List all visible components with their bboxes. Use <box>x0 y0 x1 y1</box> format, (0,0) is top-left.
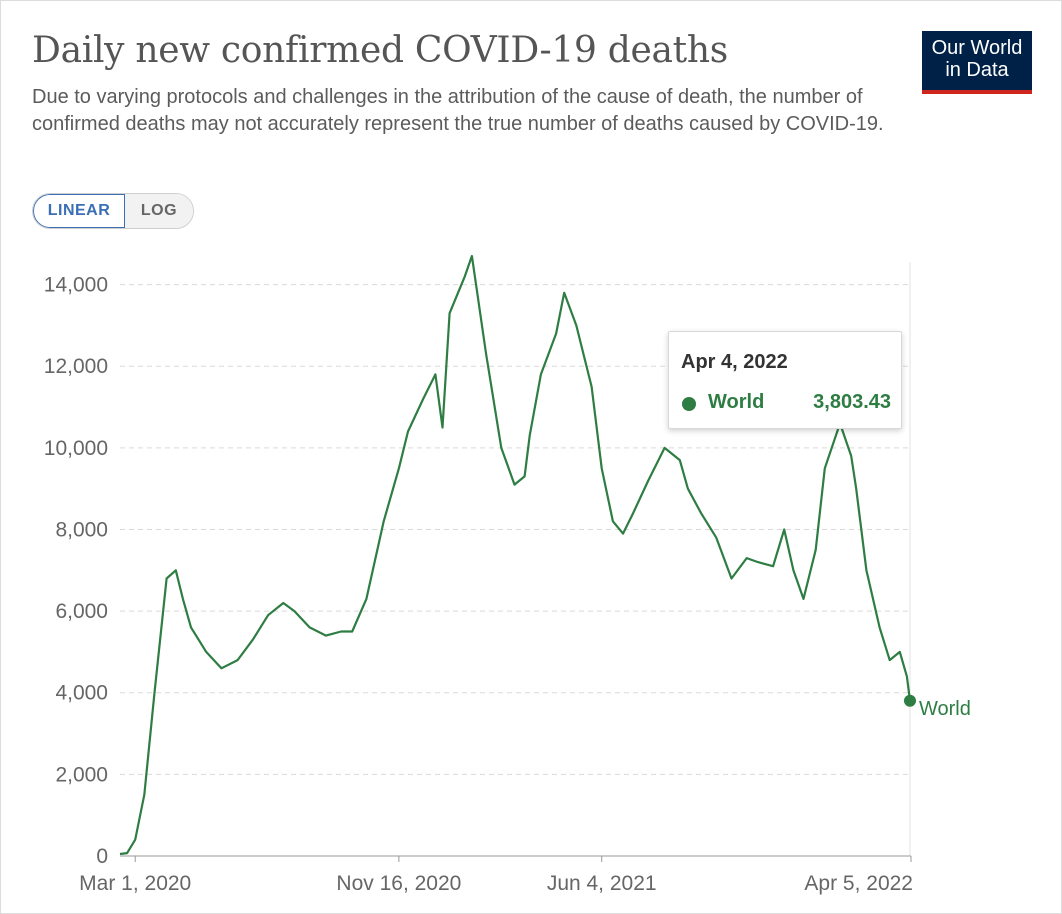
tooltip-date: Apr 4, 2022 <box>681 351 788 373</box>
chart-subtitle: Due to varying protocols and challenges … <box>32 86 884 135</box>
chart-title: Daily new confirmed COVID-19 deaths <box>32 30 728 71</box>
y-tick-label: 14,000 <box>44 274 108 297</box>
tooltip-series-name: World <box>708 391 765 413</box>
y-tick-label: 10,000 <box>44 437 108 460</box>
series-end-point <box>903 694 916 707</box>
x-tick-label: Nov 16, 2020 <box>336 872 461 895</box>
x-tick-label: Jun 4, 2021 <box>547 872 657 895</box>
series-line-world <box>119 254 912 856</box>
linear-scale-button[interactable]: LINEAR <box>33 194 125 228</box>
tooltip-series-dot <box>682 397 696 411</box>
tooltip-value: 3,803.43 <box>813 391 891 413</box>
owid-logo[interactable]: Our World in Data <box>922 31 1032 94</box>
y-tick-label: 8,000 <box>55 518 108 541</box>
x-tick-label: Apr 5, 2022 <box>804 872 913 895</box>
tooltip-row: World 3,803.43 <box>681 391 891 417</box>
y-tick-label: 12,000 <box>44 355 108 378</box>
x-tick-label: Mar 1, 2020 <box>79 872 191 895</box>
scale-toggle: LINEAR LOG <box>32 193 194 229</box>
y-tick-label: 6,000 <box>55 600 108 623</box>
tooltip: Apr 4, 2022 World 3,803.43 <box>668 331 902 429</box>
log-scale-button[interactable]: LOG <box>125 194 193 228</box>
logo-line-1: Our World <box>931 37 1023 59</box>
y-tick-label: 2,000 <box>55 763 108 786</box>
series-end-label: World <box>919 698 971 720</box>
y-tick-label: 0 <box>96 845 108 868</box>
logo-line-2: in Data <box>945 59 1009 81</box>
y-tick-label: 4,000 <box>55 682 108 705</box>
